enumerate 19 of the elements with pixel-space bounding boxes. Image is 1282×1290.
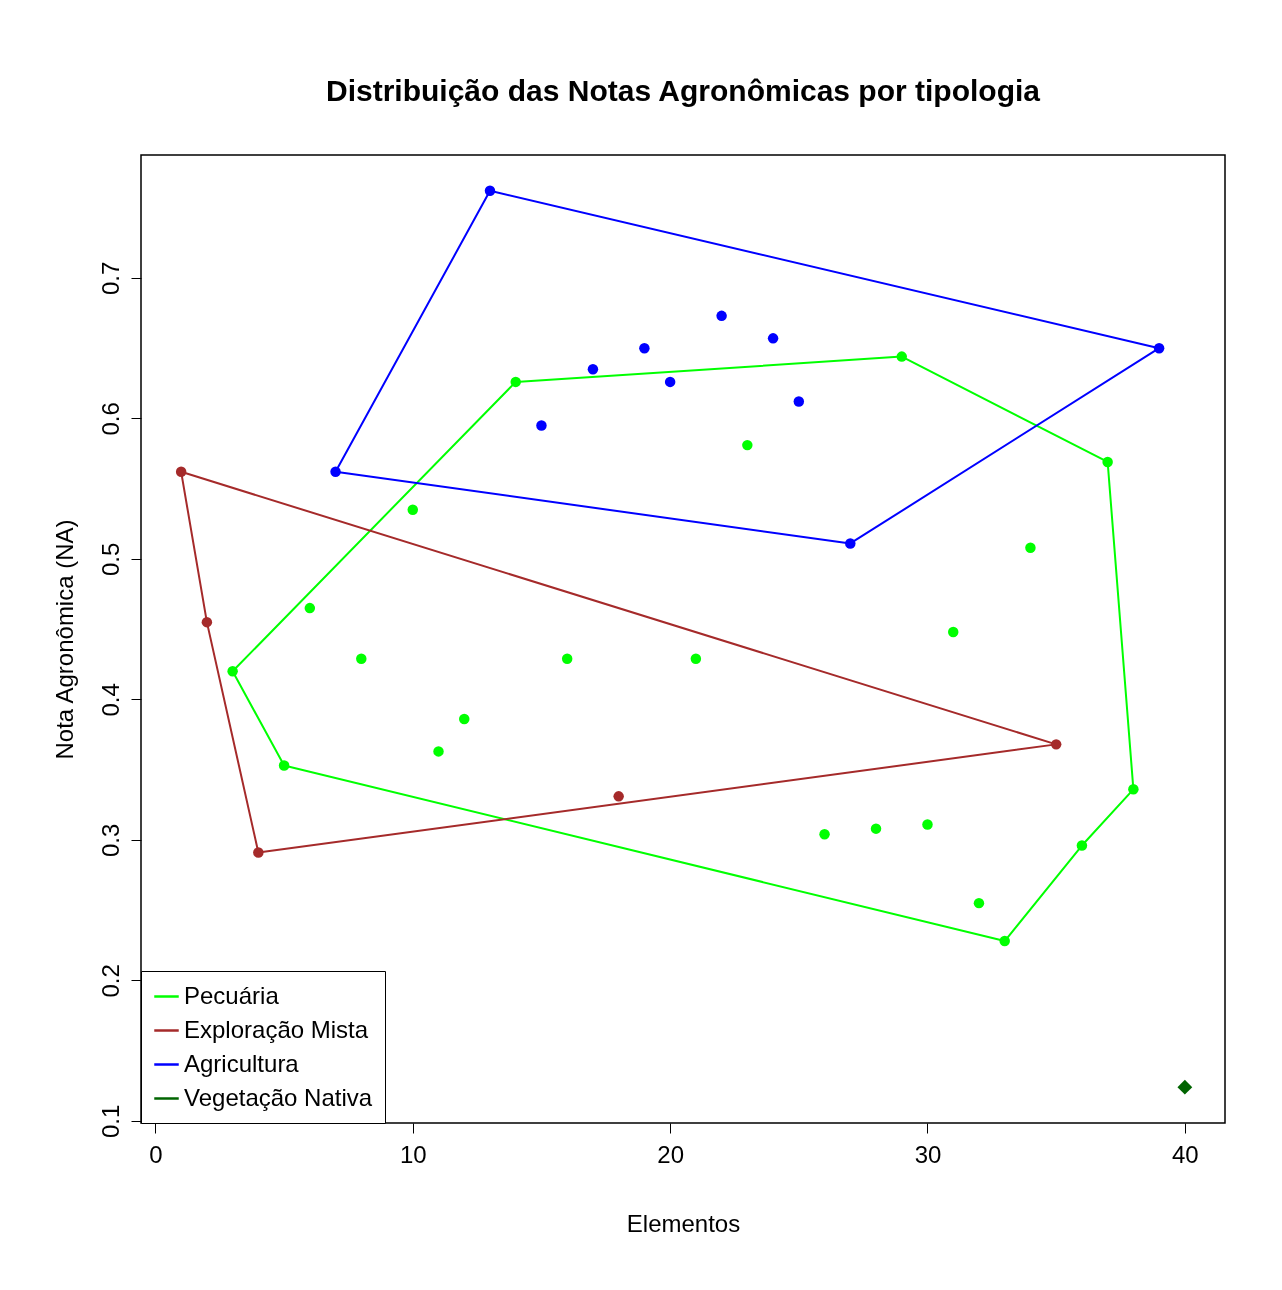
x-axis-title: Elementos: [626, 1209, 741, 1237]
legend-label: Agricultura: [184, 1049, 300, 1077]
legend-label: Exploração Mista: [184, 1015, 369, 1043]
x-tick-label: 30: [914, 1140, 942, 1168]
y-tick-label: 0.6: [96, 402, 124, 436]
y-tick-label: 0.4: [96, 683, 124, 717]
y-tick-label: 0.5: [96, 542, 124, 577]
legend-label: Vegetação Nativa: [184, 1083, 373, 1111]
y-tick-label: 0.7: [96, 261, 124, 296]
legend-label: Pecuária: [184, 981, 280, 1009]
y-axis-title: Nota Agronômica (NA): [50, 519, 78, 760]
y-tick-label: 0.1: [96, 1104, 124, 1139]
y-tick-label: 0.2: [96, 964, 124, 998]
x-tick-label: 10: [399, 1140, 427, 1168]
x-tick-label: 40: [1172, 1140, 1199, 1168]
x-tick-label: 20: [657, 1140, 684, 1168]
y-tick-label: 0.3: [96, 823, 124, 858]
chart-title: Distribuição das Notas Agronômicas por tipologia: [326, 74, 1041, 107]
x-tick-label: 0: [149, 1140, 163, 1168]
